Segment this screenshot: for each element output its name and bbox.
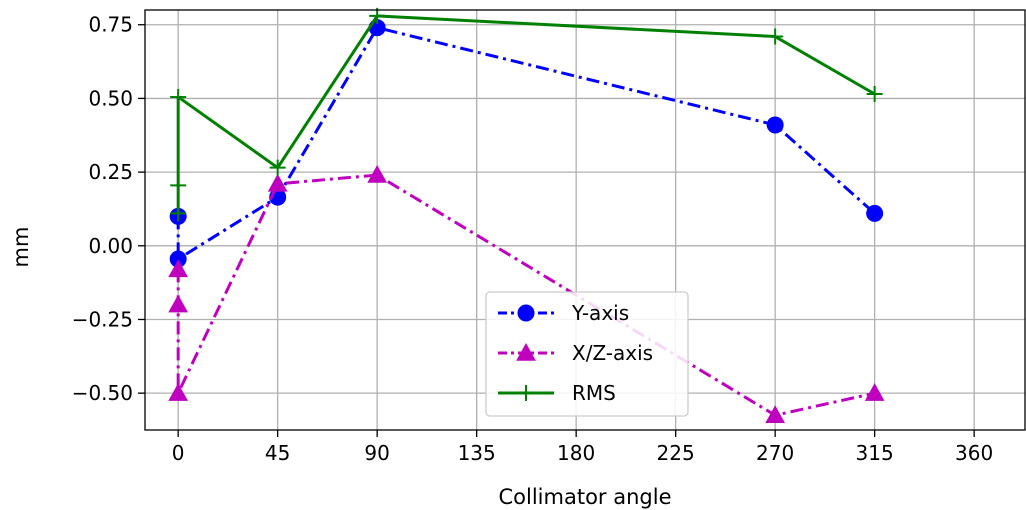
legend-entry: Y-axis [498,301,629,325]
ticks: 0 45 90 135 180 225 270 315 360 −0.50 −0.25 0.00 0.2… [72,13,994,465]
legend-label: X/Z-axis [572,341,653,365]
series-y-axis [169,19,884,268]
x-tick-label: 135 [458,441,496,465]
data-point [269,159,286,176]
data-point [170,205,187,222]
data-point [866,86,883,102]
series-rms [170,7,883,222]
legend-swatch-marker [516,342,536,361]
data-point [866,204,884,222]
data-point [767,28,784,45]
y-axis-label: mm [9,227,33,268]
x-tick-label: 360 [955,441,993,465]
legend-swatch-marker [517,304,535,322]
legend-label: Y-axis [571,301,629,325]
data-point [367,165,388,183]
series-line [176,26,876,261]
legend-swatch-marker [518,385,534,401]
data-point [267,173,288,192]
plot-frame [144,9,1026,431]
legend-entry: RMS [498,381,616,405]
y-tick-label: 0.75 [88,13,133,37]
data-point [168,294,189,313]
x-tick-label: 315 [856,441,894,465]
y-tick-label: −0.25 [72,307,133,331]
x-tick-label: 90 [364,441,389,465]
data-point [170,88,187,105]
x-tick-label: 270 [756,441,794,465]
x-tick-label: 0 [172,441,185,465]
legend: Y-axis X/Z-axis RMS [485,291,689,417]
y-tick-label: 0.25 [88,160,133,184]
data-point [168,383,189,401]
data-point [170,177,187,194]
legend-entry: X/Z-axis [498,341,653,365]
legend-box [485,291,689,417]
data-point [864,383,885,401]
data-point [168,259,189,278]
y-tick-label: 0.50 [88,86,133,110]
x-axis-label: Collimator angle [499,485,672,509]
series-layer [168,7,885,423]
data-point [765,405,786,423]
data-point [766,116,784,134]
x-tick-label: 180 [557,441,595,465]
x-tick-label: 45 [265,441,290,465]
y-tick-label: −0.50 [72,381,133,405]
x-tick-label: 225 [657,441,695,465]
legend-label: RMS [572,381,616,405]
series-x-z-axis [168,165,885,423]
y-tick-label: 0.00 [88,234,133,258]
